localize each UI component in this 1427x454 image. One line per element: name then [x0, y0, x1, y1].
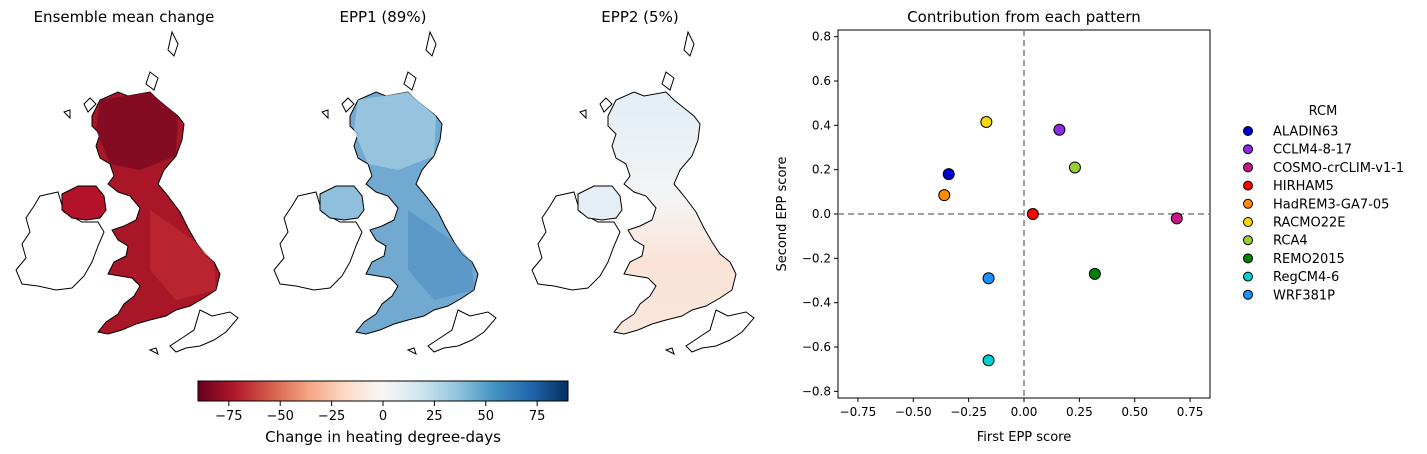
- x-tick-label: −0.75: [840, 405, 877, 419]
- legend-marker: [1243, 144, 1253, 155]
- map-epp2: [531, 31, 755, 355]
- legend-label: RACMO22E: [1273, 216, 1345, 231]
- legend-marker: [1243, 198, 1253, 209]
- point-racmo22e: [980, 116, 993, 128]
- colorbar-tick-label: 75: [529, 409, 546, 424]
- x-tick-label: −0.25: [950, 405, 987, 419]
- map-title-epp2: EPP2 (5%): [601, 8, 678, 26]
- point-remo2015: [1088, 267, 1101, 280]
- scatter-points: [938, 116, 1183, 367]
- legend-marker: [1243, 235, 1253, 246]
- x-tick-label: −0.50: [895, 405, 932, 419]
- colorbar-tick-label: −75: [215, 409, 242, 424]
- legend-label: HIRHAM5: [1273, 179, 1334, 194]
- x-axis-label: First EPP score: [977, 430, 1071, 445]
- y-tick-label: 0.4: [812, 118, 831, 132]
- colorbar-tick-label: 50: [478, 409, 495, 424]
- legend-title: RCM: [1309, 104, 1338, 119]
- legend-marker: [1243, 253, 1253, 264]
- colorbar-gradient: [197, 380, 569, 402]
- y-tick-label: 0.0: [812, 207, 831, 221]
- point-rca4: [1068, 161, 1081, 174]
- colorbar-label: Change in heating degree-days: [265, 428, 501, 446]
- x-tick-label: 0.25: [1066, 405, 1093, 419]
- y-tick-label: 0.2: [812, 163, 831, 177]
- scatter-chart: Contribution from each pattern −0.75 −0.5…: [775, 8, 1211, 445]
- legend: RCM ALADIN63 CCLM4-8-17 COSMO-crCLIM-v1-1 H…: [1243, 104, 1404, 303]
- x-tick-label: 0.75: [1177, 405, 1204, 419]
- point-hadrem3-ga7-05: [938, 189, 951, 202]
- y-tick-label: −0.2: [802, 251, 831, 265]
- y-axis-ticks: −0.8 −0.6 −0.4 −0.2 0.0 0.2 0.4 0.6 0.8: [802, 30, 838, 398]
- point-cclm4-8-17: [1053, 123, 1066, 136]
- map-epp1: [273, 31, 497, 355]
- legend-label: HadREM3-GA7-05: [1273, 197, 1389, 212]
- legend-items: ALADIN63 CCLM4-8-17 COSMO-crCLIM-v1-1 HIRHA…: [1243, 125, 1404, 303]
- legend-marker: [1243, 180, 1253, 191]
- legend-marker: [1243, 271, 1253, 282]
- y-tick-label: 0.6: [812, 74, 831, 88]
- y-tick-label: −0.6: [802, 340, 831, 354]
- y-tick-label: −0.8: [802, 384, 831, 398]
- colorbar-tick-label: −25: [318, 409, 345, 424]
- legend-marker: [1243, 126, 1253, 136]
- colorbar-ticks: −75 −50 −25 0 25 50 75: [215, 401, 545, 424]
- point-aladin63: [942, 168, 955, 181]
- chart-title: Contribution from each pattern: [907, 8, 1141, 26]
- point-hirham5: [1026, 208, 1039, 220]
- legend-label: CCLM4-8-17: [1273, 143, 1352, 158]
- legend-label: RegCM4-6: [1273, 270, 1339, 285]
- y-tick-label: 0.8: [812, 30, 831, 44]
- colorbar-tick-label: 0: [379, 409, 387, 424]
- colorbar-tick-label: 25: [426, 409, 443, 424]
- map-title-ensemble-mean: Ensemble mean change: [34, 8, 215, 26]
- legend-label: WRF381P: [1273, 288, 1335, 303]
- map-title-epp1: EPP1 (89%): [340, 8, 427, 26]
- point-cosmo-crclim-v1-1: [1170, 212, 1183, 225]
- point-wrf381p: [982, 272, 995, 285]
- x-tick-label: 0.50: [1121, 405, 1148, 419]
- legend-label: RCA4: [1273, 234, 1308, 249]
- colorbar-tick-label: −50: [267, 409, 294, 424]
- y-tick-label: −0.4: [802, 296, 831, 310]
- point-regcm4-6: [982, 354, 995, 367]
- colorbar: −75 −50 −25 0 25 50 75 Change in heating degre…: [197, 380, 569, 446]
- legend-marker: [1243, 162, 1253, 173]
- legend-label: ALADIN63: [1273, 125, 1338, 140]
- legend-label: COSMO-crCLIM-v1-1: [1273, 161, 1404, 176]
- x-tick-label: 0.00: [1011, 405, 1038, 419]
- legend-marker: [1243, 289, 1253, 300]
- map-ensemble-mean: [15, 31, 239, 355]
- x-axis-ticks: −0.75 −0.50 −0.25 0.00 0.25 0.50 0.75: [840, 398, 1204, 419]
- legend-marker: [1243, 217, 1253, 227]
- y-axis-label: Second EPP score: [775, 157, 790, 272]
- reference-lines: [838, 30, 1210, 398]
- legend-label: REMO2015: [1273, 252, 1345, 267]
